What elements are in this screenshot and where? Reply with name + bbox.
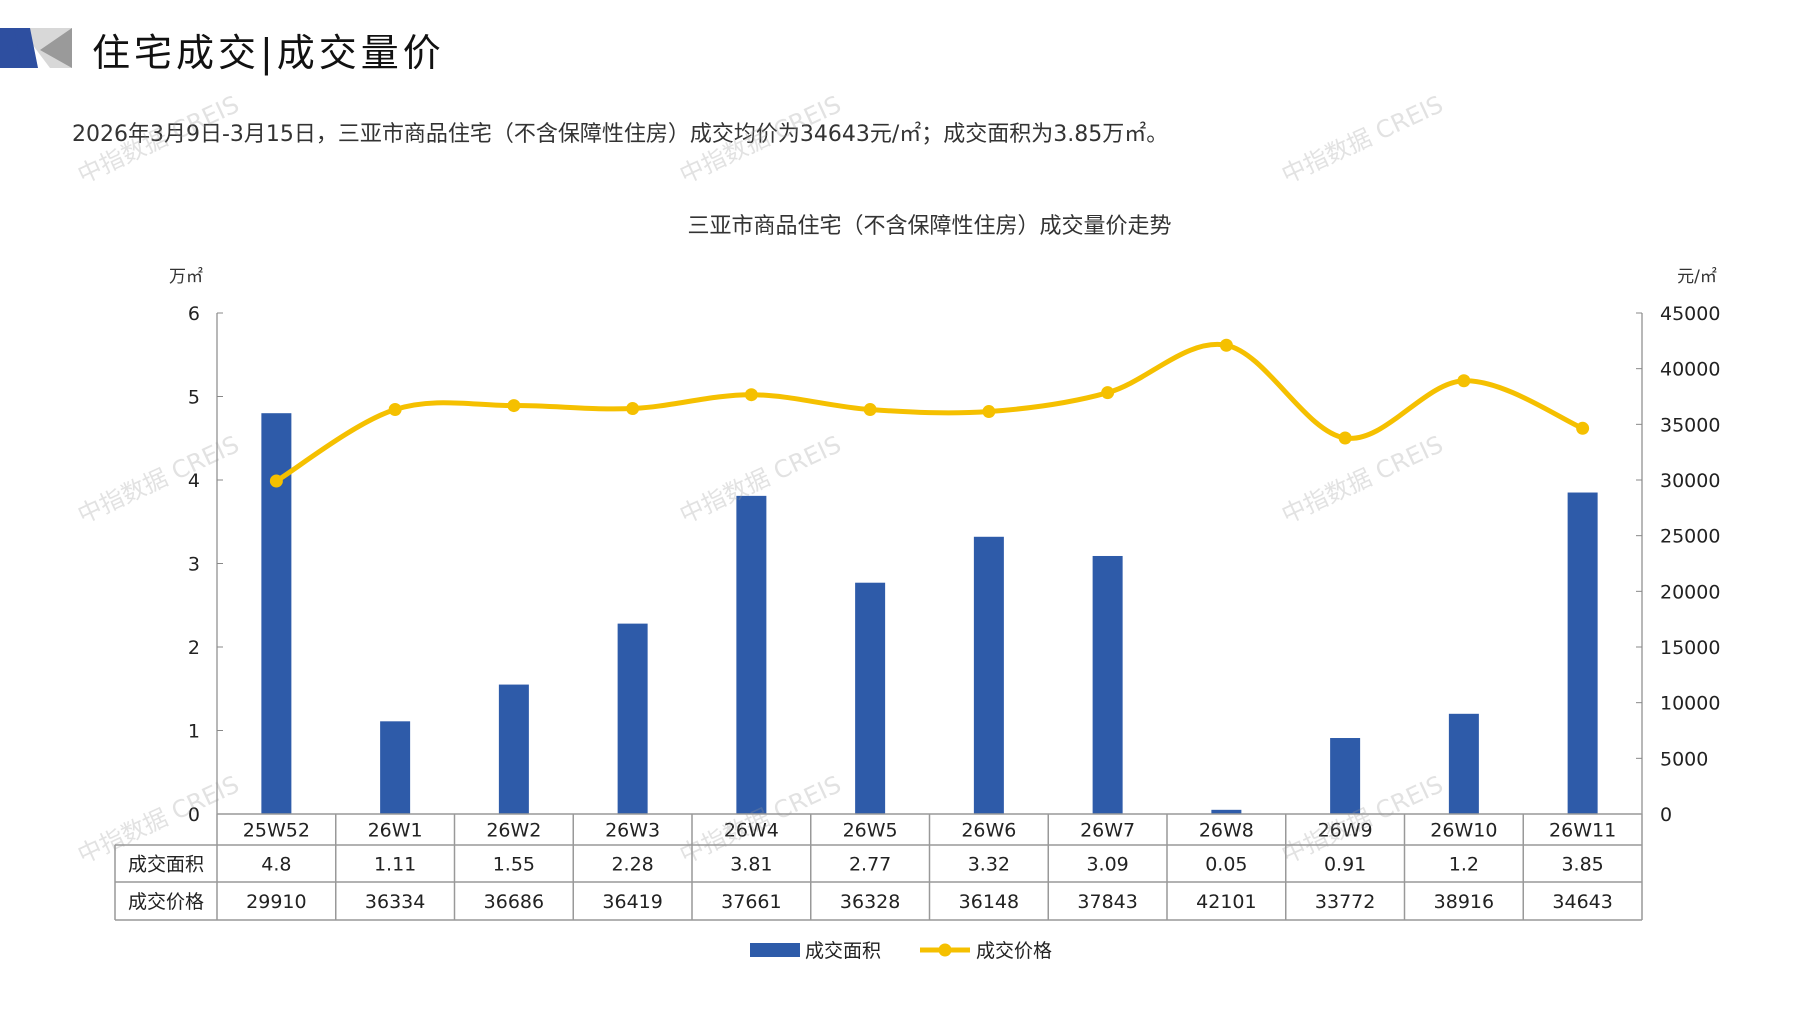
table-area-cell: 0.05 [1205, 854, 1247, 876]
right-tick-label: 35000 [1660, 414, 1720, 436]
table-price-cell: 29910 [246, 891, 306, 913]
table-price-cell: 37843 [1077, 891, 1137, 913]
right-tick-label: 15000 [1660, 637, 1720, 659]
price-point-26W3 [626, 402, 640, 416]
category-label: 26W7 [1080, 820, 1135, 842]
right-tick-label: 0 [1660, 804, 1672, 826]
table-price-cell: 37661 [721, 891, 781, 913]
legend-label: 成交价格 [976, 940, 1052, 962]
right-tick-label: 20000 [1660, 581, 1720, 603]
page-title: 住宅成交|成交量价 [92, 31, 445, 75]
summary-text: 2026年3月9日-3月15日，三亚市商品住宅（不含保障性住房）成交均价为346… [72, 122, 1169, 147]
bar-26W10 [1448, 713, 1479, 814]
left-tick-label: 6 [188, 303, 200, 325]
category-label: 25W52 [243, 820, 310, 842]
table-area-cell: 0.91 [1324, 854, 1366, 876]
price-line [275, 341, 1584, 484]
price-point-26W11 [1576, 421, 1590, 435]
table-price-cell: 42101 [1196, 891, 1256, 913]
bar-26W6 [973, 536, 1004, 814]
table-price-cell: 38916 [1434, 891, 1494, 913]
table-price-cell: 36334 [365, 891, 425, 913]
category-label: 26W11 [1549, 820, 1616, 842]
price-point-26W5 [863, 403, 877, 417]
table-area-cell: 3.85 [1561, 854, 1603, 876]
table-price-cell: 34643 [1552, 891, 1612, 913]
bar-26W11 [1567, 492, 1598, 814]
price-point-26W4 [744, 388, 758, 402]
left-tick-label: 3 [188, 554, 200, 576]
right-tick-label: 5000 [1660, 748, 1708, 770]
bar-26W1 [380, 721, 411, 814]
table-area-cell: 1.2 [1449, 854, 1479, 876]
bar-26W5 [855, 582, 886, 814]
category-label: 26W2 [486, 820, 541, 842]
right-tick-label: 25000 [1660, 526, 1720, 548]
price-point-26W7 [1101, 386, 1115, 400]
table-price-cell: 36148 [959, 891, 1019, 913]
left-tick-label: 2 [188, 637, 200, 659]
legend-label: 成交面积 [805, 940, 881, 962]
table-price-cell: 36686 [484, 891, 544, 913]
category-label: 26W8 [1199, 820, 1254, 842]
price-point-26W1 [388, 402, 402, 416]
table-area-cell: 2.28 [611, 854, 653, 876]
category-label: 26W6 [961, 820, 1016, 842]
left-tick-label: 4 [188, 470, 200, 492]
legend-bar-swatch [750, 943, 800, 957]
left-axis-unit: 万㎡ [169, 267, 203, 287]
table-area-cell: 2.77 [849, 854, 891, 876]
left-tick-label: 1 [188, 721, 200, 743]
header-logo [0, 28, 72, 68]
bar-26W7 [1092, 555, 1123, 814]
price-point-26W2 [507, 399, 521, 413]
table-price-cell: 36419 [602, 891, 662, 913]
category-label: 26W9 [1318, 820, 1373, 842]
left-tick-label: 0 [188, 804, 200, 826]
table-price-cell: 36328 [840, 891, 900, 913]
bar-26W4 [736, 495, 767, 814]
table-price-cell: 33772 [1315, 891, 1375, 913]
price-point-26W10 [1457, 374, 1471, 388]
right-tick-label: 10000 [1660, 693, 1720, 715]
table-row-label: 成交价格 [128, 891, 204, 913]
category-label: 26W4 [724, 820, 779, 842]
chart-title: 三亚市商品住宅（不含保障性住房）成交量价走势 [687, 214, 1171, 239]
right-tick-label: 40000 [1660, 359, 1720, 381]
category-label: 26W5 [843, 820, 898, 842]
right-tick-label: 30000 [1660, 470, 1720, 492]
price-point-26W8 [1219, 338, 1233, 352]
left-tick-label: 5 [188, 387, 200, 409]
right-axis-unit: 元/㎡ [1677, 267, 1717, 287]
table-area-cell: 3.09 [1086, 854, 1128, 876]
table-area-cell: 3.81 [730, 854, 772, 876]
category-label: 26W3 [605, 820, 660, 842]
category-label: 26W1 [368, 820, 423, 842]
category-label: 26W10 [1430, 820, 1497, 842]
legend-line-marker [938, 943, 952, 957]
table-area-cell: 4.8 [261, 854, 291, 876]
table-area-cell: 1.55 [493, 854, 535, 876]
price-point-26W6 [982, 405, 996, 419]
bar-26W2 [498, 684, 529, 814]
bar-26W3 [617, 623, 648, 814]
price-point-26W9 [1338, 431, 1352, 445]
table-area-cell: 1.11 [374, 854, 416, 876]
bar-26W9 [1330, 738, 1361, 814]
price-point-25W52 [269, 474, 283, 488]
right-tick-label: 45000 [1660, 303, 1720, 325]
table-area-cell: 3.32 [968, 854, 1010, 876]
table-row-label: 成交面积 [128, 854, 204, 876]
bar-26W8 [1211, 809, 1242, 814]
